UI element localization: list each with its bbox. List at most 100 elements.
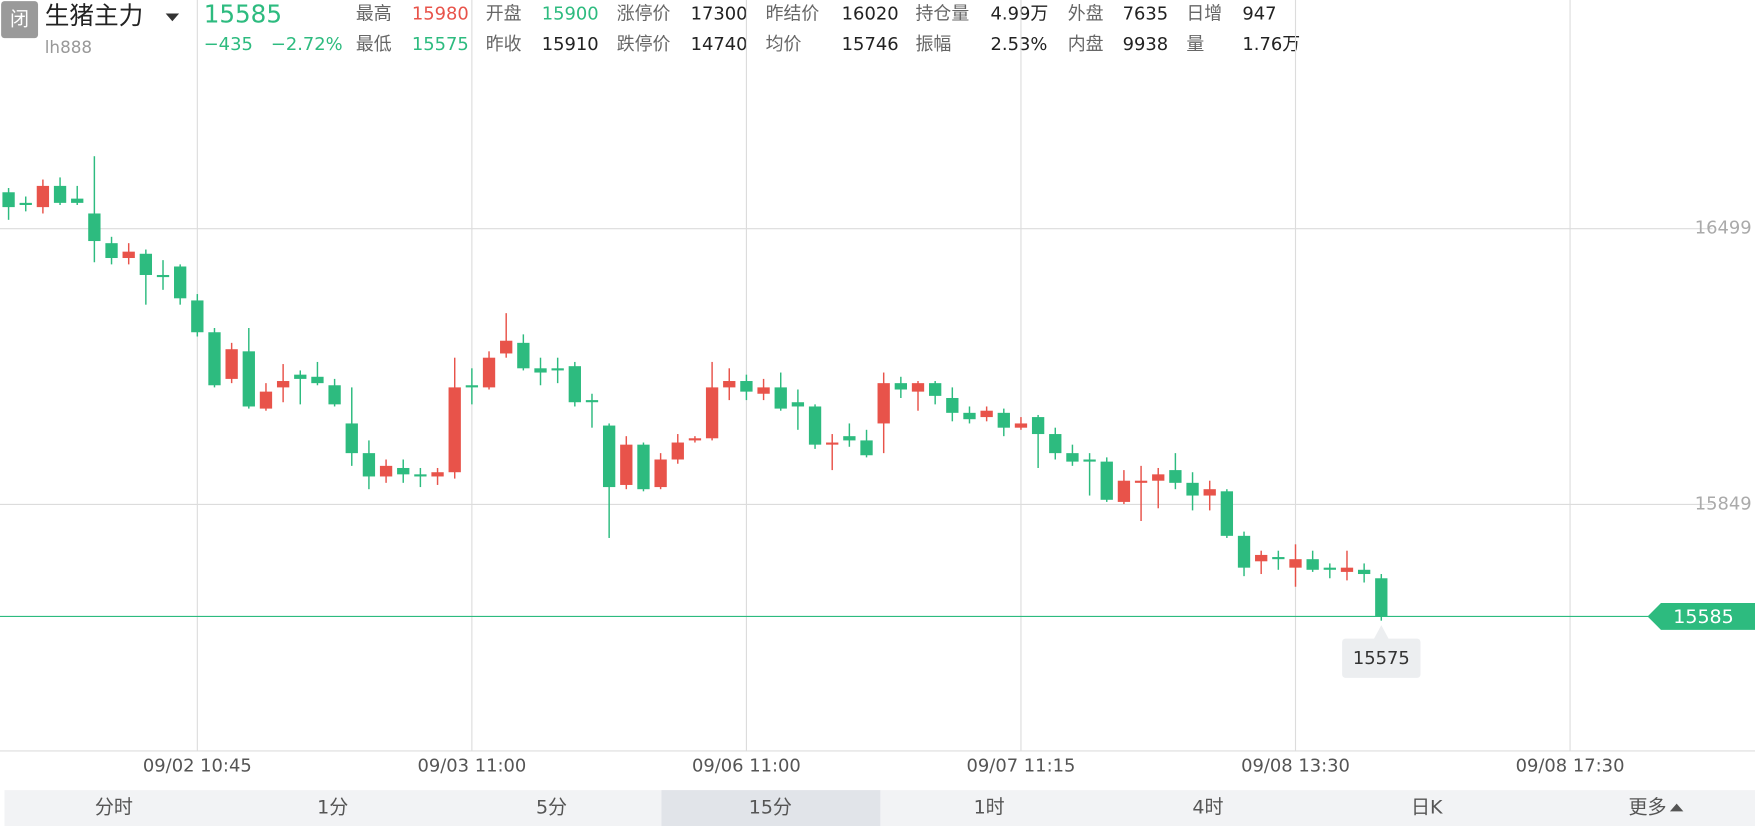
candle-body bbox=[53, 185, 67, 203]
change-pct: −2.72% bbox=[271, 34, 343, 55]
candle-body bbox=[877, 383, 890, 424]
candle-body bbox=[894, 383, 908, 390]
quote-label: 振幅 bbox=[916, 34, 952, 55]
dropdown-arrow[interactable] bbox=[165, 13, 180, 22]
candle-body bbox=[1340, 567, 1354, 572]
y-tick-label: 15849 bbox=[1695, 493, 1752, 514]
candle-body bbox=[1323, 567, 1336, 570]
tab-arrow[interactable] bbox=[1669, 803, 1684, 812]
candle-body bbox=[139, 253, 153, 275]
last-price-label: 15585 bbox=[1673, 606, 1734, 628]
candle-body bbox=[294, 374, 307, 379]
tab[interactable]: 分时 bbox=[95, 797, 133, 819]
quote-value: 4.99万 bbox=[991, 4, 1049, 25]
quote-label: 持仓量 bbox=[916, 4, 970, 25]
candle-body bbox=[1083, 459, 1096, 462]
candle-body bbox=[517, 342, 530, 369]
candle-body bbox=[723, 381, 736, 388]
x-tick-label: 09/08 17:30 bbox=[1516, 756, 1625, 777]
contract-title[interactable]: 生猪主力 bbox=[45, 1, 143, 30]
quote-value: 15746 bbox=[842, 34, 899, 55]
candle-body bbox=[328, 385, 341, 405]
candle-body bbox=[208, 332, 221, 386]
x-tick-label: 09/06 11:00 bbox=[692, 756, 801, 777]
last-price-tag bbox=[1647, 602, 1755, 630]
candle-body bbox=[2, 192, 15, 208]
candle-body bbox=[1031, 417, 1045, 435]
candle-body bbox=[585, 400, 599, 403]
candle-body bbox=[1289, 559, 1302, 568]
quote-value: 15980 bbox=[412, 4, 469, 25]
candle-body bbox=[791, 402, 805, 407]
candle-body bbox=[637, 444, 650, 490]
candle-body bbox=[929, 383, 942, 396]
candle-body bbox=[431, 472, 444, 477]
candle-body bbox=[156, 274, 170, 278]
quote-label: 昨收 bbox=[486, 34, 522, 55]
tab[interactable]: 4时 bbox=[1192, 797, 1223, 819]
candle-body bbox=[688, 438, 702, 441]
candle-body bbox=[1203, 489, 1216, 496]
quote-label: 量 bbox=[1186, 34, 1204, 55]
candle-body bbox=[259, 391, 273, 409]
candle-body bbox=[1357, 569, 1371, 575]
candle-body bbox=[671, 442, 684, 460]
tab[interactable]: 5分 bbox=[536, 797, 567, 819]
candle-body bbox=[311, 376, 324, 384]
quote-label: 外盘 bbox=[1068, 4, 1104, 25]
candle-body bbox=[276, 381, 290, 388]
candle-body bbox=[1255, 554, 1268, 562]
candle-body bbox=[1220, 491, 1234, 536]
candle-body bbox=[19, 202, 32, 205]
x-tick-label: 09/08 13:30 bbox=[1241, 756, 1350, 777]
candle-body bbox=[482, 357, 496, 388]
quote-label: 日增 bbox=[1186, 4, 1222, 25]
candle-body bbox=[1306, 559, 1319, 570]
tab[interactable]: 1分 bbox=[317, 797, 348, 819]
tab[interactable]: 更多 bbox=[1629, 797, 1667, 819]
quote-value: 1.76万 bbox=[1242, 34, 1300, 55]
candle-body bbox=[242, 351, 255, 407]
candle-body bbox=[448, 387, 461, 473]
candle-body bbox=[705, 387, 719, 439]
quote-label: 涨停价 bbox=[617, 4, 671, 25]
tab[interactable]: 15分 bbox=[749, 797, 792, 819]
candle-body bbox=[345, 423, 358, 454]
badge-box bbox=[1, 1, 39, 39]
quote-value: 7635 bbox=[1123, 4, 1169, 25]
candle-body bbox=[105, 243, 118, 259]
tab-active-bg bbox=[661, 790, 881, 826]
min-label: 15575 bbox=[1353, 648, 1410, 669]
candle-body bbox=[620, 444, 633, 485]
candle-body bbox=[1117, 480, 1131, 502]
candle-body bbox=[1186, 482, 1199, 496]
quote-value: 14740 bbox=[691, 34, 748, 55]
candle-body bbox=[500, 340, 513, 354]
badge: 闭 bbox=[10, 9, 29, 31]
quote-label: 开盘 bbox=[486, 4, 522, 25]
candle-body bbox=[1049, 434, 1062, 454]
quote-value: 947 bbox=[1242, 4, 1276, 25]
candle-body bbox=[774, 387, 787, 409]
quote-value: 9938 bbox=[1123, 34, 1169, 55]
candle-body bbox=[1169, 470, 1182, 483]
tab[interactable]: 日K bbox=[1411, 797, 1443, 819]
candle-body bbox=[654, 459, 667, 488]
candle-body bbox=[379, 465, 393, 477]
candle-body bbox=[1134, 480, 1148, 483]
quote-label: 最高 bbox=[356, 4, 392, 25]
y-tick-label: 16499 bbox=[1695, 218, 1752, 239]
x-tick-label: 09/02 10:45 bbox=[143, 756, 252, 777]
quote-value: 2.53% bbox=[991, 34, 1048, 55]
min-box bbox=[1342, 638, 1421, 678]
quote-label: 跌停价 bbox=[617, 34, 671, 55]
candle-body bbox=[757, 387, 770, 394]
candle-body bbox=[843, 436, 856, 441]
candle-body bbox=[1066, 453, 1079, 462]
tab[interactable]: 1时 bbox=[974, 797, 1005, 819]
change: −435 bbox=[204, 34, 253, 55]
candle-body bbox=[826, 442, 839, 445]
candle-body bbox=[36, 185, 50, 208]
